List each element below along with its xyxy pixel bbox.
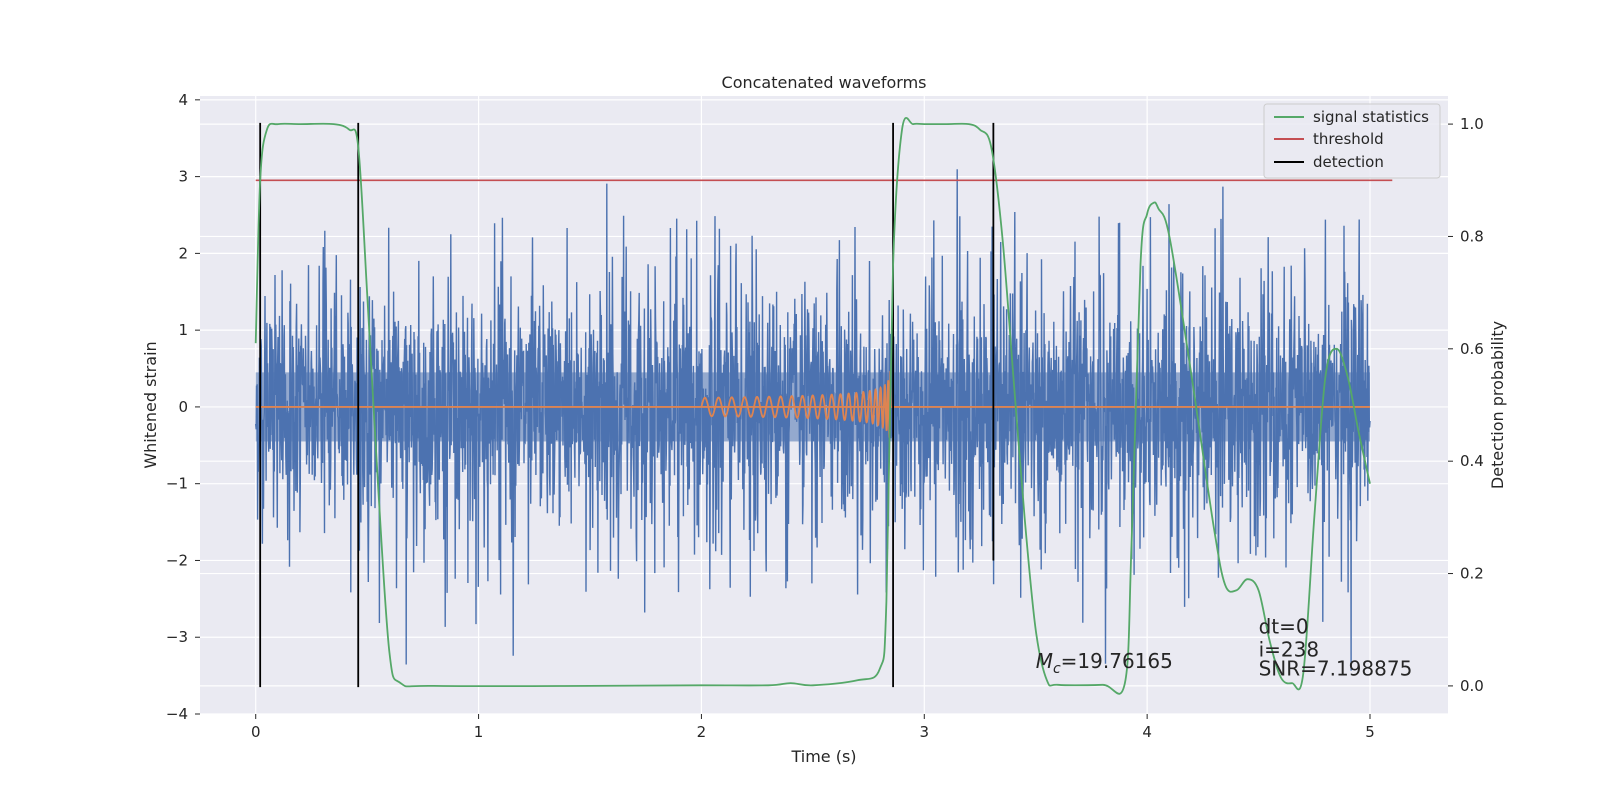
x-tick-label: 5 (1365, 723, 1375, 741)
y-tick-label: −1 (166, 475, 188, 493)
x-axis-ticks: 0 1 2 3 4 5 (251, 714, 1375, 741)
x-tick-label: 1 (474, 723, 484, 741)
y-tick-label: 4 (178, 91, 188, 109)
legend-label-signal-statistics: signal statistics (1313, 108, 1429, 126)
y-tick-label: −2 (166, 551, 188, 569)
annotation-chirp-mass-subscript: c (1053, 661, 1061, 677)
x-tick-label: 0 (251, 723, 261, 741)
y2-tick-label: 0.8 (1460, 227, 1484, 245)
detection-series (259, 122, 995, 688)
y2-tick-label: 1.0 (1460, 115, 1484, 133)
chart-title: Concatenated waveforms (722, 73, 927, 92)
annotation-dt: dt=0 (1259, 614, 1309, 638)
y2-tick-label: 0.0 (1460, 677, 1484, 695)
x-tick-label: 4 (1142, 723, 1152, 741)
annotation-snr: SNR=7.198875 (1259, 657, 1413, 681)
annotation-chirp-mass: Mc=19.76165 (1036, 649, 1173, 677)
y-axis-ticks: −4 −3 −2 −1 0 1 2 3 4 (166, 91, 200, 723)
x-axis-label: Time (s) (790, 747, 856, 766)
y-tick-label: 1 (178, 321, 188, 339)
y-tick-label: −4 (166, 705, 188, 723)
chirp-series (255, 370, 1370, 439)
annotation-chirp-mass-symbol: M (1036, 649, 1053, 673)
y-tick-label: −3 (166, 628, 188, 646)
chirp-waveform (700, 370, 892, 439)
y-tick-label: 3 (178, 168, 188, 186)
y2-axis-ticks: 0.0 0.2 0.4 0.6 0.8 1.0 (1448, 115, 1484, 695)
legend-box (1263, 103, 1441, 179)
annotation-chirp-mass-value: =19.76165 (1061, 649, 1173, 673)
y-tick-label: 0 (178, 398, 188, 416)
annotation-index: i=238 (1259, 637, 1320, 661)
legend-label-detection: detection (1313, 153, 1384, 171)
x-tick-label: 3 (920, 723, 930, 741)
y-axis-label: Whitened strain (141, 341, 160, 468)
y2-tick-label: 0.2 (1460, 565, 1484, 583)
legend: signal statistics threshold detection (1263, 103, 1441, 179)
y-tick-label: 2 (178, 244, 188, 262)
signal-statistics-series (254, 116, 1371, 695)
y2-tick-label: 0.6 (1460, 340, 1484, 358)
signal-statistics-line (254, 116, 1371, 695)
y2-axis-label: Detection probability (1488, 321, 1507, 489)
x-tick-label: 2 (697, 723, 707, 741)
annotations: Mc=19.76165 dt=0 i=238 SNR=7.198875 (1036, 614, 1413, 680)
legend-label-threshold: threshold (1313, 130, 1384, 148)
y2-tick-label: 0.4 (1460, 452, 1484, 470)
